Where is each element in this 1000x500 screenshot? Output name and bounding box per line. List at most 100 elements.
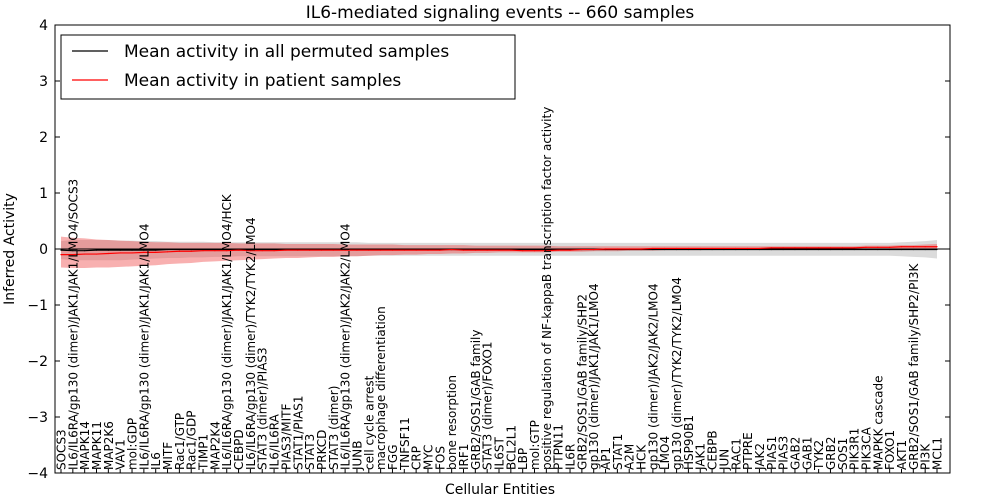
data-point xyxy=(119,249,121,251)
data-point xyxy=(900,248,903,251)
data-point xyxy=(190,250,192,252)
data-point xyxy=(936,246,938,248)
x-tick-label: TNFSF11 xyxy=(398,417,412,471)
data-point xyxy=(770,247,772,249)
data-point xyxy=(533,248,536,251)
data-point xyxy=(687,247,690,250)
x-tick-label: PTPRE xyxy=(741,432,755,470)
x-tick-label: PI3K xyxy=(919,443,933,470)
x-tick-label: GRB2/SOS1/GAB family/SHP2/PI3K xyxy=(907,262,921,470)
x-tick-label: LMO4 xyxy=(658,436,672,470)
x-tick-label: gp130 (dimer)/JAK2/JAK2/LMO4 xyxy=(646,283,660,470)
data-point xyxy=(427,249,429,251)
x-tick-label: MAP2K4 xyxy=(208,421,222,470)
x-tick-label: MAPK11 xyxy=(90,421,104,470)
data-point xyxy=(593,248,595,251)
x-tick-label: CEBPB xyxy=(706,430,720,470)
x-tick-label: FOXO1 xyxy=(883,430,897,470)
data-point xyxy=(675,248,678,251)
band-patient xyxy=(61,236,937,269)
data-point xyxy=(155,249,157,251)
data-point xyxy=(746,247,749,250)
legend-box xyxy=(60,34,516,100)
data-point xyxy=(758,248,761,251)
data-point xyxy=(758,247,761,250)
data-point xyxy=(214,248,216,251)
data-point xyxy=(403,249,405,251)
x-tick-label: STAT1/PIAS1 xyxy=(291,395,305,470)
y-tick-label: −1 xyxy=(27,298,48,314)
x-tick-label: CRP xyxy=(410,446,424,470)
data-point xyxy=(202,250,204,252)
data-point xyxy=(877,246,879,248)
data-point xyxy=(380,249,382,251)
x-tick-label: IL6 xyxy=(149,452,163,470)
x-tick-label: STAT3 (dimer)/PIAS3 xyxy=(256,347,270,470)
data-point xyxy=(143,249,145,251)
data-point xyxy=(711,247,713,250)
x-tick-label: RAC1 xyxy=(729,438,743,470)
data-point xyxy=(581,248,583,251)
x-tick-label: PIK3R1 xyxy=(848,428,862,470)
data-point xyxy=(462,249,465,251)
x-tick-label: AKT1 xyxy=(895,440,909,470)
x-tick-label: STAT3 (dimer) xyxy=(327,386,341,470)
x-tick-label: GAB1 xyxy=(800,437,814,470)
data-point xyxy=(841,247,843,249)
legend-label-patient: Mean activity in patient samples xyxy=(124,71,401,91)
data-point xyxy=(735,248,737,251)
data-point xyxy=(285,249,287,251)
data-point xyxy=(249,248,252,251)
data-point xyxy=(770,248,772,251)
data-point xyxy=(924,246,926,248)
x-tick-label: CEBPD xyxy=(232,429,246,470)
x-tick-label: PIK3CA xyxy=(859,426,873,470)
data-point xyxy=(865,248,867,251)
data-point xyxy=(687,248,690,251)
x-tick-label: IL6R xyxy=(564,444,578,470)
data-point xyxy=(72,254,74,256)
data-point xyxy=(699,247,701,250)
data-point xyxy=(107,249,109,251)
x-tick-label: PTPN11 xyxy=(552,424,566,470)
data-point xyxy=(84,250,86,252)
chart-title: IL6-mediated signaling events -- 660 sam… xyxy=(306,3,695,23)
x-tick-label: HSP90B1 xyxy=(682,415,696,470)
data-point xyxy=(155,251,157,253)
x-tick-label: PIAS1 xyxy=(765,436,779,470)
x-tick-label: FOS xyxy=(433,446,447,470)
data-point xyxy=(226,250,228,252)
x-tick-label: STAT3 (dimer)/FOXO1 xyxy=(481,341,495,470)
data-point xyxy=(72,250,74,252)
data-point xyxy=(924,248,926,251)
x-tick-label: GAB2 xyxy=(788,437,802,470)
x-tick-label: LBP xyxy=(516,448,530,470)
x-axis-label: Cellular Entities xyxy=(445,482,555,498)
data-point xyxy=(735,247,737,250)
x-tick-label: positive regulation of NF-kappaB transcr… xyxy=(540,107,554,470)
data-point xyxy=(84,253,86,255)
data-point xyxy=(415,249,417,251)
y-tick-label: −2 xyxy=(27,354,48,370)
x-tick-label: cell cycle arrest xyxy=(362,375,376,470)
x-tick-label: PIAS3 xyxy=(777,436,791,470)
x-tick-label: PIAS3/MITF xyxy=(279,403,293,470)
x-tick-label: AP1 xyxy=(599,447,613,470)
data-point xyxy=(308,249,311,251)
data-point xyxy=(841,248,843,251)
y-axis-label: Inferred Activity xyxy=(2,193,18,305)
x-tick-label: GRB2/SOS1/GAB family/SHP2 xyxy=(575,294,589,470)
data-point xyxy=(273,250,275,252)
x-tick-label: IL6/IL6RA/gp130 (dimer)/TYK2/TYK2/LMO4 xyxy=(244,217,258,470)
data-point xyxy=(510,249,512,251)
data-point xyxy=(794,247,796,249)
data-point xyxy=(865,246,867,248)
x-tick-label: PRKCD xyxy=(315,430,329,470)
data-point xyxy=(391,249,394,251)
x-tick-label: HCK xyxy=(635,444,649,470)
x-tick-label: VAV1 xyxy=(114,439,128,470)
x-tick-label: IL6/IL6RA/gp130 (dimer)/JAK1/JAK1/LMO4/H… xyxy=(220,193,234,470)
x-tick-label: JAK1 xyxy=(694,443,708,471)
legend: Mean activity in all permuted samples Me… xyxy=(60,34,516,100)
data-point xyxy=(699,248,701,251)
